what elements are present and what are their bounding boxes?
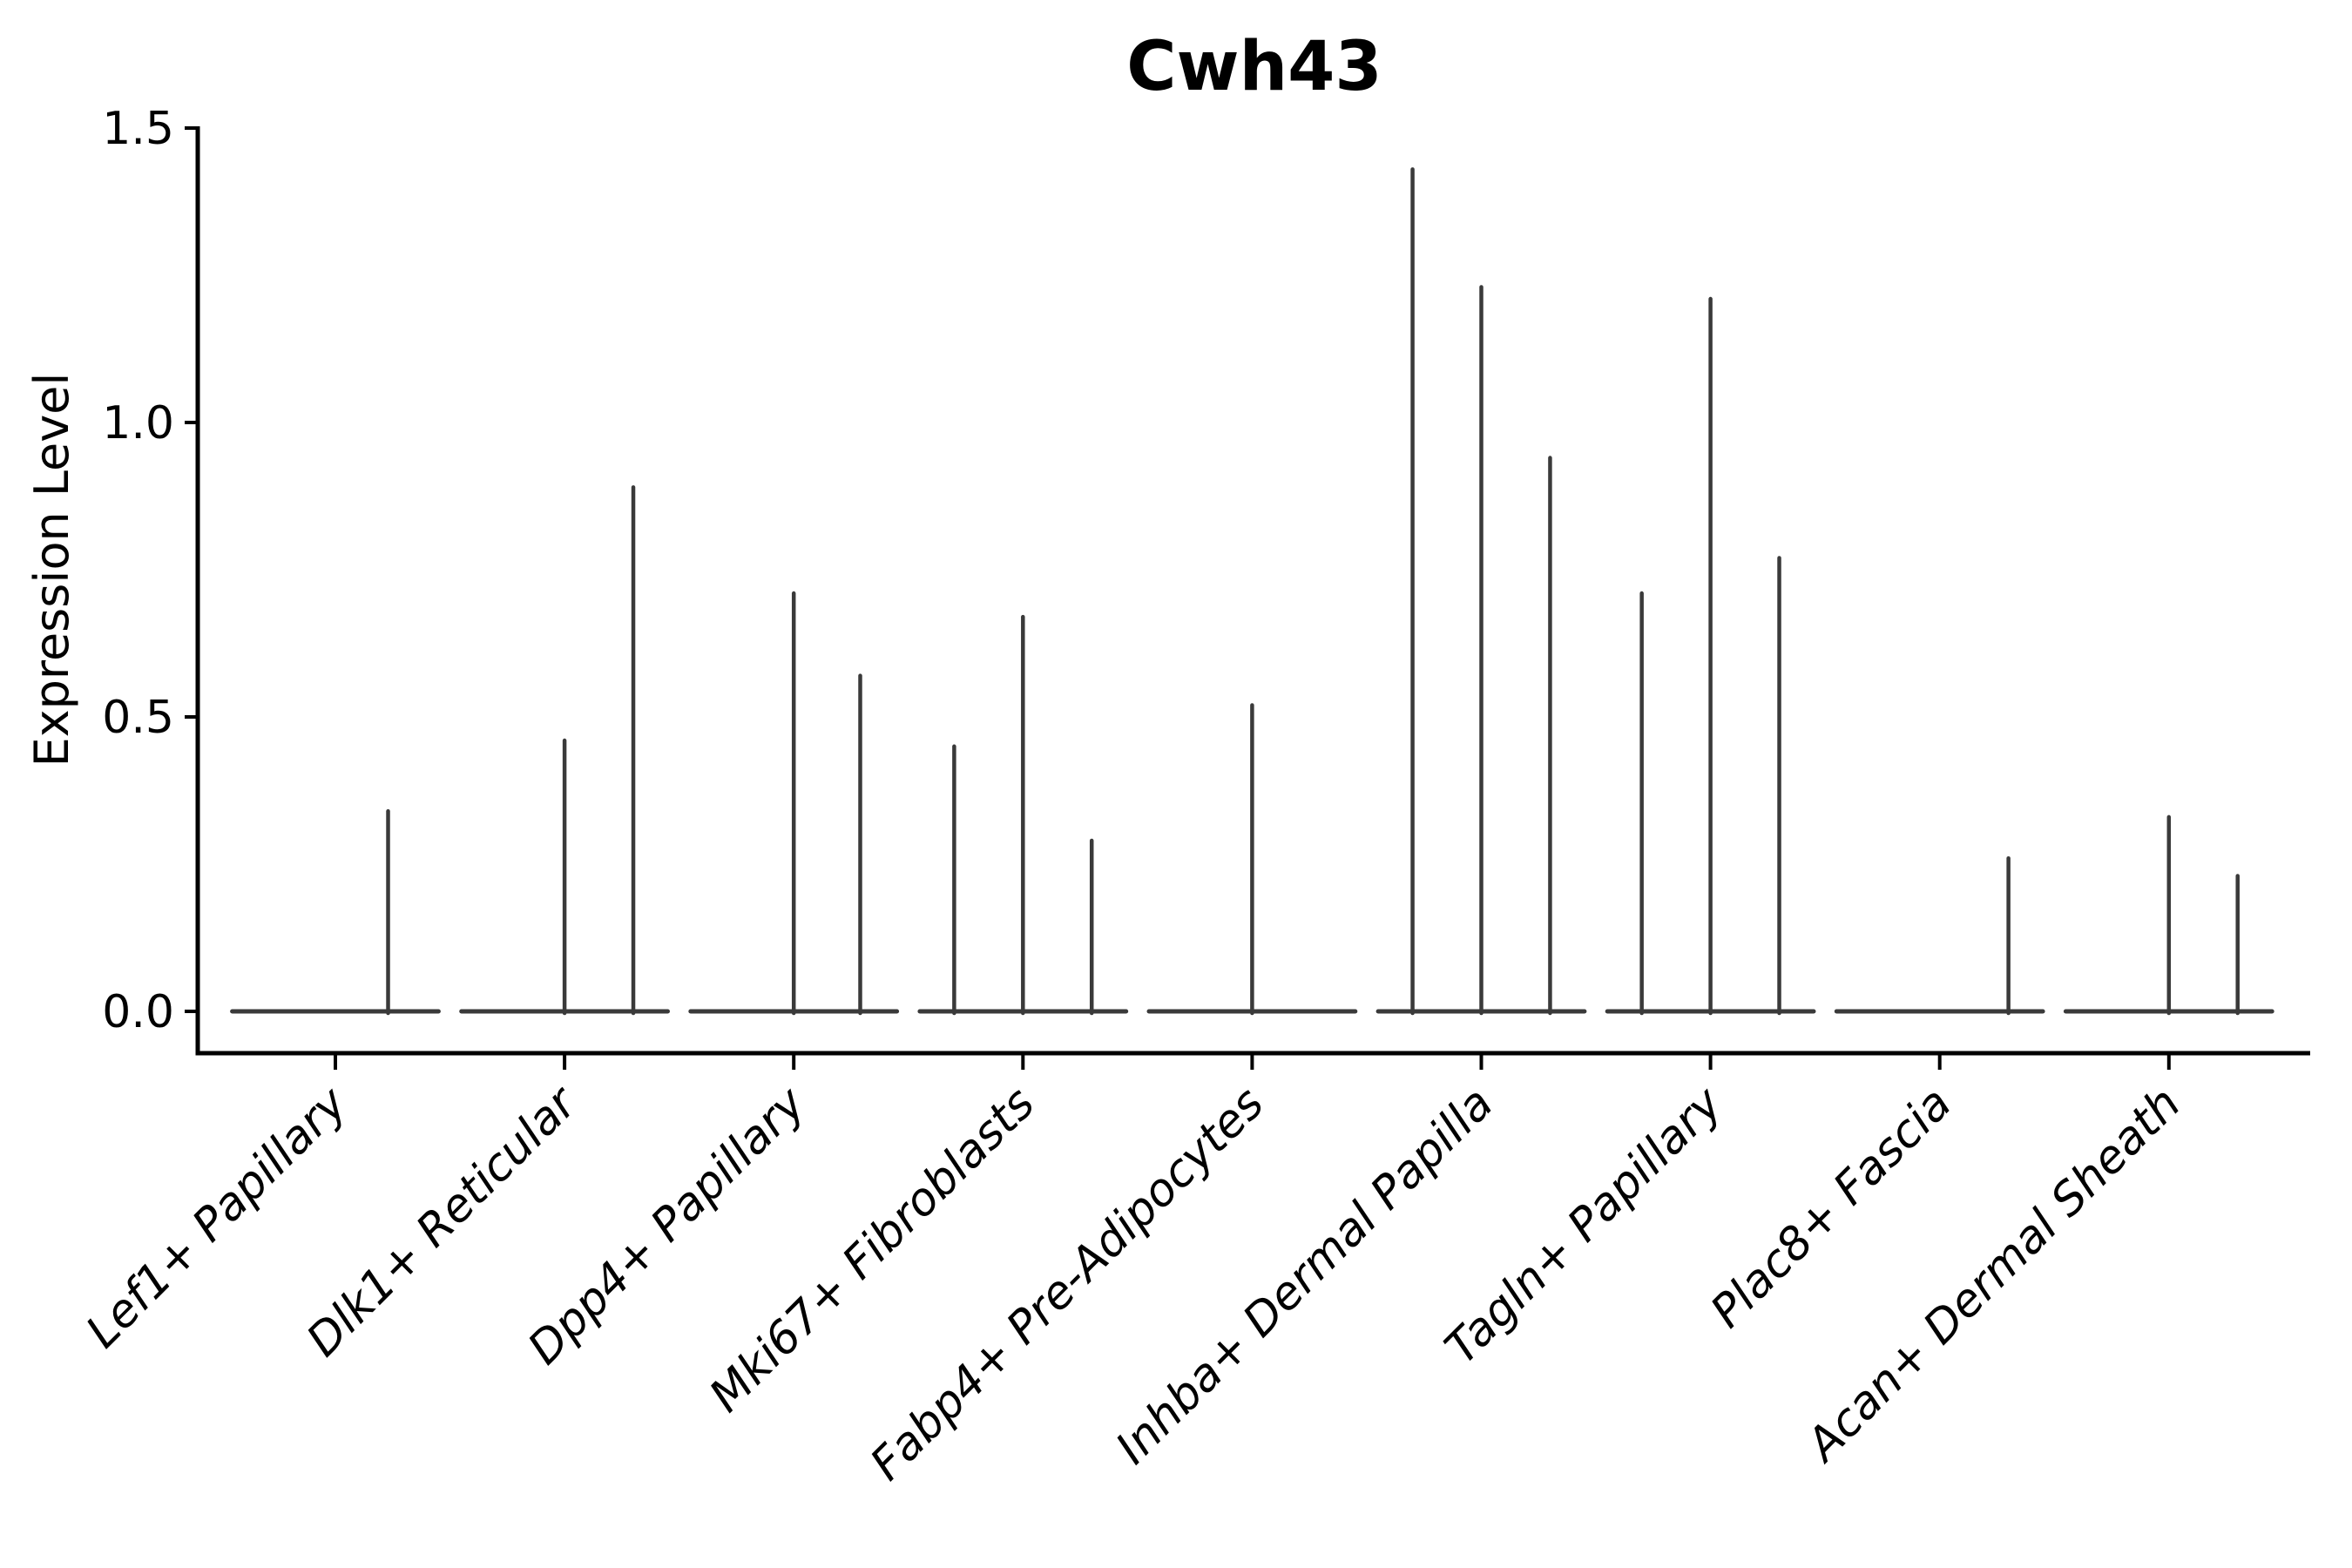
y-tick-label: 1.5 [102, 103, 174, 155]
x-tick-label: Fabp4+ Pre-Adipocytes [861, 1078, 1274, 1491]
x-tick-label: Inhba+ Dermal Papilla [1106, 1078, 1504, 1475]
axes-layer [185, 126, 2310, 1070]
y-tick-label: 0.0 [102, 986, 174, 1038]
y-tick-label: 0.5 [102, 692, 174, 744]
y-tick-label: 1.0 [102, 397, 174, 449]
plot-title: Cwh43 [1126, 28, 1382, 106]
x-tick-label: Plac8+ Fascia [1701, 1078, 1962, 1338]
y-axis-label: Expression Level [24, 373, 79, 767]
violins-layer [230, 167, 2274, 1016]
x-tick-label: Acan+ Dermal Sheath [1795, 1078, 2191, 1473]
labels-layer: Cwh43 Expression Level Lef1+ PapillaryDl… [24, 28, 2191, 1490]
